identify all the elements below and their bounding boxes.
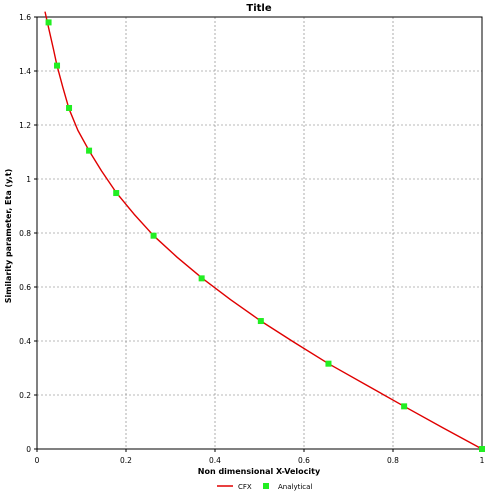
analytical-point	[54, 62, 61, 69]
y-tick-label: 0.8	[19, 229, 31, 238]
y-tick-label: 0.2	[19, 391, 31, 400]
analytical-point	[113, 190, 120, 197]
analytical-point	[66, 104, 73, 111]
x-tick-label: 1	[480, 456, 485, 465]
x-axis-label: Non dimensional X-Velocity	[198, 467, 321, 476]
y-tick-label: 1.4	[19, 67, 31, 76]
series-cfx	[44, 11, 483, 450]
x-tick-label: 0.8	[387, 456, 399, 465]
analytical-point	[479, 446, 485, 452]
cfx-line	[44, 11, 483, 450]
chart-title: Title	[246, 3, 271, 14]
analytical-point	[86, 147, 93, 154]
y-tick-label: 0.6	[19, 283, 31, 292]
series-analytical	[45, 19, 485, 452]
legend-analytical-swatch	[263, 483, 269, 489]
grid	[37, 17, 482, 449]
y-axis-label: Similarity parameter, Eta (y,t)	[4, 169, 13, 304]
y-tick-label: 1.2	[19, 121, 31, 130]
x-tick-label: 0.2	[120, 456, 132, 465]
x-tick-label: 0	[35, 456, 40, 465]
legend-cfx-label: CFX	[238, 483, 252, 491]
y-tick-label: 0	[26, 445, 31, 454]
y-tick-label: 0.4	[19, 337, 31, 346]
analytical-point	[401, 403, 408, 410]
analytical-point	[45, 19, 52, 26]
x-tick-label: 0.6	[298, 456, 310, 465]
legend-analytical-label: Analytical	[278, 483, 312, 491]
analytical-point	[150, 232, 157, 239]
analytical-point	[325, 360, 332, 367]
x-tick-label: 0.4	[209, 456, 221, 465]
legend: CFX Analytical	[217, 483, 312, 491]
analytical-point	[257, 318, 264, 325]
y-tick-label: 1	[26, 175, 31, 184]
y-tick-label: 1.6	[19, 13, 31, 22]
analytical-point	[198, 275, 205, 282]
